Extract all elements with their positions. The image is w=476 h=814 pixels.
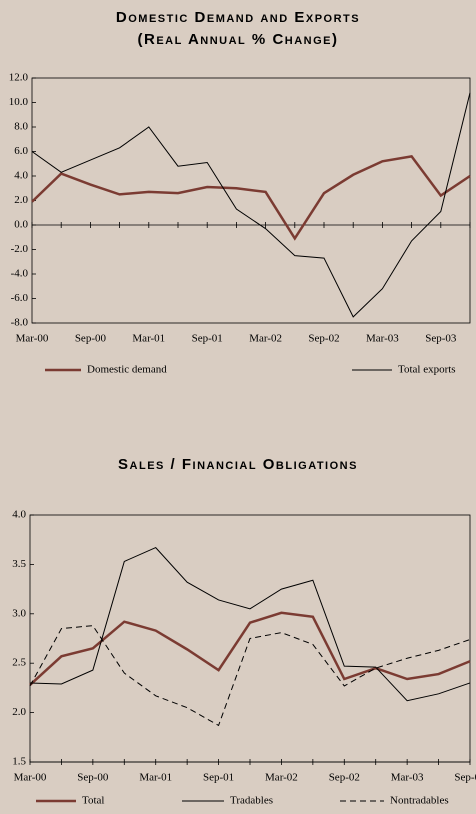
x-tick-label: Mar-00 [14,772,47,784]
y-tick-label: 4.0 [12,509,26,521]
x-tick-label: Mar-01 [139,772,172,784]
x-tick-label: Sep-02 [329,772,360,784]
y-tick-label: 2.0 [14,194,28,206]
series-line [29,547,471,702]
series-line [31,155,471,241]
y-tick-label: 12.0 [9,72,29,84]
y-tick-label: 3.5 [12,558,26,570]
x-tick-label: Mar-02 [249,333,282,345]
legend-label: Total [82,795,104,807]
chart-subtitle: (Real Annual % Change) [138,31,339,48]
x-tick-label: Mar-00 [16,333,49,345]
x-tick-label: Mar-03 [391,772,424,784]
y-tick-label: 6.0 [14,145,28,157]
x-tick-label: Sep-03 [425,333,457,345]
x-tick-label: Mar-01 [132,333,165,345]
legend-label: Tradables [230,795,273,807]
x-tick-label: Sep-00 [75,333,107,345]
series-line [31,92,471,318]
legend-label: Total exports [398,364,456,376]
chart-title: Domestic Demand and Exports [116,9,360,26]
y-tick-label: -6.0 [11,292,29,304]
legend-label: Domestic demand [87,364,167,376]
y-tick-label: -8.0 [11,317,29,329]
y-tick-label: 1.5 [12,756,26,768]
series-line [29,625,471,727]
x-tick-label: Sep-00 [77,772,109,784]
y-tick-label: 4.0 [14,170,28,182]
plot-frame [31,77,471,324]
x-tick-label: Mar-03 [366,333,399,345]
y-tick-label: 0.0 [14,219,28,231]
chart-title: Sales / Financial Obligations [118,456,358,473]
y-tick-label: 2.0 [12,706,26,718]
legend-label: Nontradables [390,795,449,807]
x-tick-label: Sep-02 [308,333,339,345]
x-tick-label: Sep-03 [454,772,476,784]
y-tick-label: 3.0 [12,607,26,619]
x-tick-label: Sep-01 [203,772,234,784]
y-tick-label: -2.0 [11,243,29,255]
y-tick-label: 2.5 [12,657,26,669]
y-tick-label: -4.0 [11,268,29,280]
y-tick-label: 10.0 [9,96,29,108]
x-tick-label: Mar-02 [265,772,298,784]
y-tick-label: 8.0 [14,121,28,133]
series-line [29,611,471,686]
x-tick-label: Sep-01 [192,333,223,345]
